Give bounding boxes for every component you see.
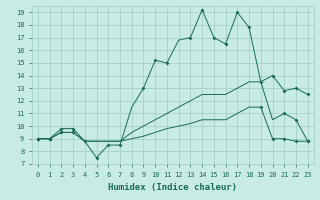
X-axis label: Humidex (Indice chaleur): Humidex (Indice chaleur) bbox=[108, 183, 237, 192]
